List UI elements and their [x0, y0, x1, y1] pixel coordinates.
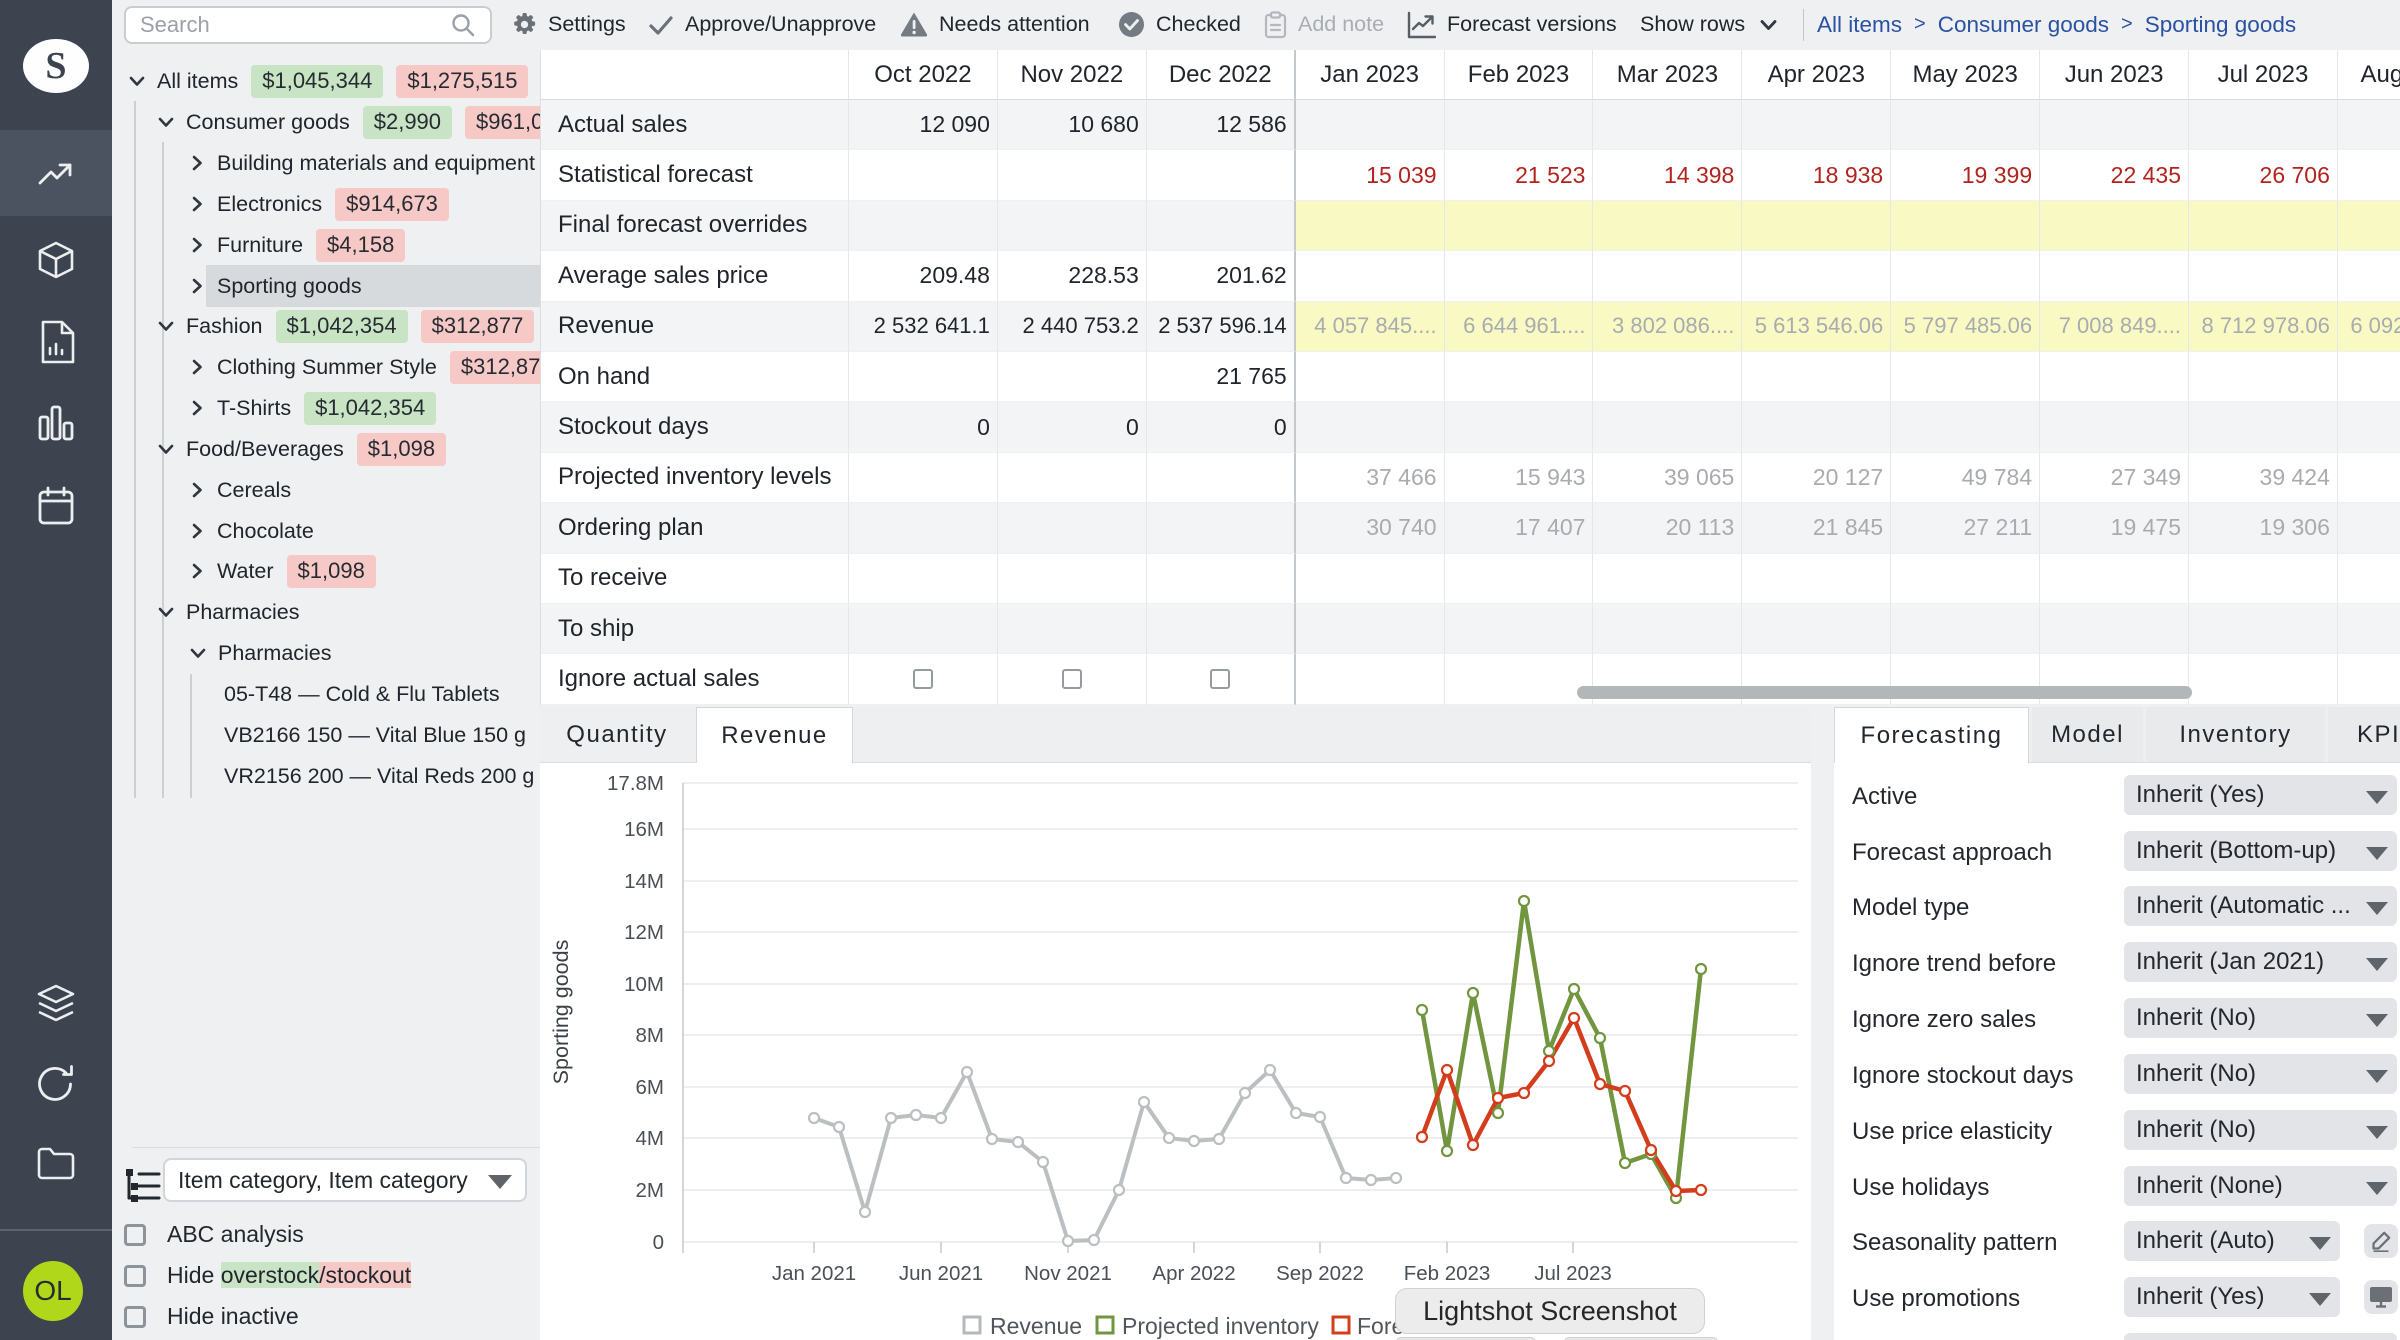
svg-text:Sep 2022: Sep 2022 — [1276, 1262, 1364, 1285]
svg-text:16M: 16M — [624, 818, 664, 841]
svg-text:Projected inventory: Projected inventory — [1122, 1313, 1319, 1339]
svg-text:8M: 8M — [636, 1024, 664, 1047]
svg-text:Feb 2023: Feb 2023 — [1404, 1262, 1491, 1285]
svg-text:4M: 4M — [636, 1127, 664, 1150]
svg-text:14M: 14M — [624, 870, 664, 893]
svg-text:S: S — [45, 45, 66, 87]
svg-text:Jul 2023: Jul 2023 — [1534, 1262, 1612, 1285]
svg-text:6M: 6M — [636, 1076, 664, 1099]
svg-text:0: 0 — [653, 1231, 664, 1254]
svg-text:Jan 2021: Jan 2021 — [772, 1262, 856, 1285]
svg-text:10M: 10M — [624, 973, 664, 996]
svg-text:17.8M: 17.8M — [607, 772, 664, 795]
svg-text:2M: 2M — [636, 1179, 664, 1202]
svg-text:12M: 12M — [624, 921, 664, 944]
svg-text:Apr 2022: Apr 2022 — [1152, 1262, 1235, 1285]
svg-text:Nov 2021: Nov 2021 — [1024, 1262, 1112, 1285]
svg-text:Jun 2021: Jun 2021 — [899, 1262, 983, 1285]
svg-text:Revenue: Revenue — [990, 1313, 1082, 1339]
svg-text:Sporting goods: Sporting goods — [549, 940, 573, 1085]
